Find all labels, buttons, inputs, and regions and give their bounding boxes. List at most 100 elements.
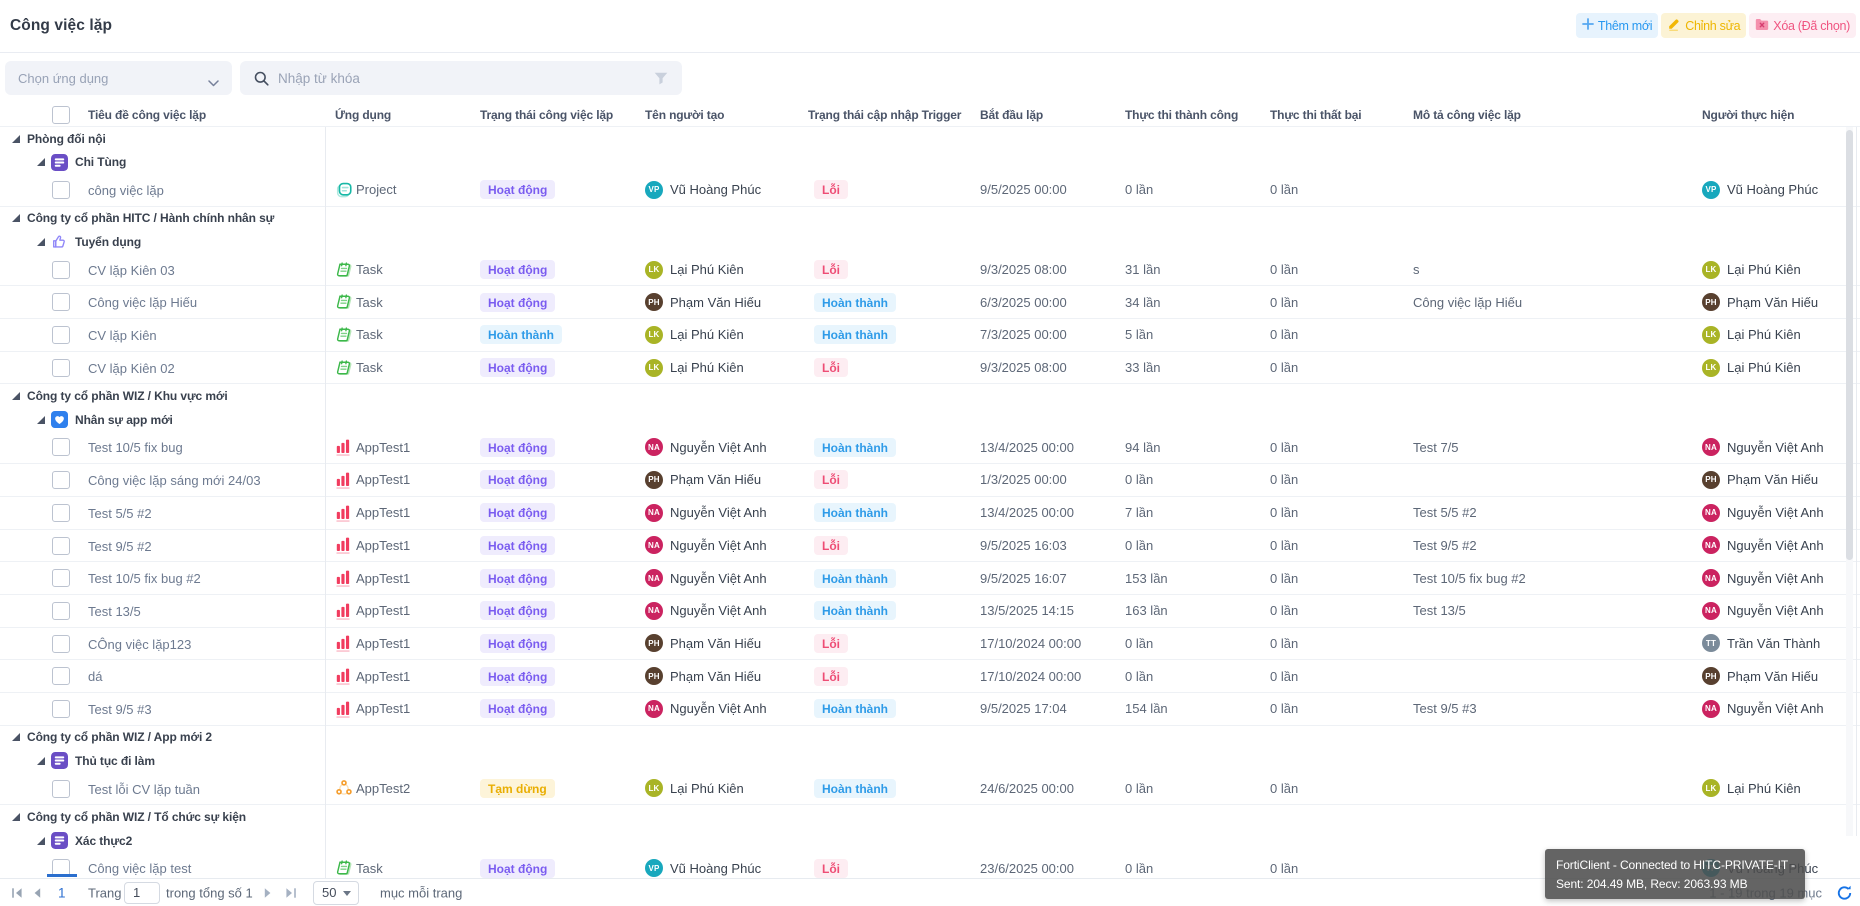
- creator-cell: LK Lại Phú Kiên: [635, 779, 798, 798]
- pager-next-page-icon[interactable]: [264, 887, 272, 898]
- subgroup-row[interactable]: Xác thực2: [0, 829, 1860, 853]
- subgroup-row[interactable]: Nhân sự app mới: [0, 408, 1860, 432]
- creator-cell: NA Nguyễn Việt Anh: [635, 536, 798, 555]
- expand-caret-icon[interactable]: [37, 756, 45, 765]
- row-checkbox[interactable]: [52, 667, 70, 686]
- expand-caret-icon[interactable]: [37, 415, 45, 424]
- expand-caret-icon[interactable]: [12, 134, 20, 143]
- group-row[interactable]: Phòng đối nội: [0, 127, 1860, 151]
- row-title-cell: CV lặp Kiên 03: [0, 254, 325, 286]
- expand-caret-icon[interactable]: [37, 237, 45, 246]
- avatar: NA: [645, 699, 663, 718]
- delete-selected-button[interactable]: Xóa (Đã chọn): [1749, 13, 1856, 38]
- search-box: [240, 61, 682, 95]
- edit-button[interactable]: Chỉnh sửa: [1661, 13, 1747, 38]
- thumbs-up-icon: [51, 233, 68, 250]
- group-row[interactable]: Công ty cổ phần WIZ / Tổ chức sự kiện: [0, 805, 1860, 829]
- row-checkbox[interactable]: [52, 293, 70, 312]
- search-input[interactable]: [278, 70, 654, 86]
- app-name: AppTest1: [356, 635, 411, 651]
- assignee-cell: PH Phạm Văn Hiếu: [1692, 470, 1860, 489]
- app-name: AppTest1: [356, 570, 411, 586]
- app-select-dropdown[interactable]: Chọn ứng dụng: [5, 61, 232, 95]
- page-size-select[interactable]: 50: [313, 880, 359, 905]
- row-checkbox[interactable]: [52, 536, 70, 555]
- app-name: Task: [356, 327, 383, 343]
- start-date-cell: 13/5/2025 14:15: [980, 603, 1074, 619]
- status-badge: Lỗi: [814, 470, 848, 490]
- creator-cell-name: Lại Phú Kiên: [670, 262, 744, 278]
- page-size-label: mục mỗi trang: [380, 885, 463, 900]
- app-cell: AppTest1: [325, 700, 470, 718]
- page-size-value: 50: [322, 885, 337, 900]
- status-badge: Hoạt động: [480, 260, 556, 280]
- creator-cell-name: Lại Phú Kiên: [670, 780, 744, 796]
- expand-caret-icon[interactable]: [12, 392, 20, 401]
- table-right-border: [1856, 127, 1857, 836]
- table-row: Test 9/5 #3 AppTest1 Hoạt động NA Nguyễn Việ…: [0, 693, 1860, 726]
- app-cell: AppTest1: [325, 569, 470, 587]
- expand-caret-icon[interactable]: [12, 733, 20, 742]
- status-cell: Tạm dừng: [470, 778, 635, 798]
- row-title: CÔng việc lặp123: [88, 636, 192, 652]
- filter-funnel-icon[interactable]: [654, 72, 668, 85]
- status-cell: Hoạt động: [470, 437, 635, 457]
- subgroup-row[interactable]: Tuyển dụng: [0, 230, 1860, 254]
- table-row: CV lặp Kiên 02 Task Hoạt động LK Lại Phú Kiê…: [0, 352, 1860, 385]
- avatar: LK: [1702, 779, 1720, 798]
- top-bar: Công việc lặp Thêm mới Chỉnh sửa Xóa (Đã…: [0, 0, 1860, 53]
- row-checkbox[interactable]: [52, 859, 70, 878]
- expand-caret-icon[interactable]: [37, 158, 45, 167]
- row-checkbox[interactable]: [52, 438, 70, 457]
- pager-current-page[interactable]: 1: [58, 885, 66, 900]
- row-title: dá: [88, 669, 103, 685]
- row-title-cell: Công việc lặp Hiếu: [0, 286, 325, 318]
- vertical-scrollbar-thumb[interactable]: [1846, 130, 1853, 560]
- row-checkbox[interactable]: [52, 358, 70, 377]
- expand-caret-icon[interactable]: [12, 214, 20, 223]
- fail-count-cell: 0 lần: [1270, 472, 1299, 488]
- pager-first-page-icon[interactable]: [11, 887, 23, 898]
- app-cell: AppTest2: [325, 779, 470, 797]
- row-title: Công việc lặp sáng mới 24/03: [88, 473, 261, 489]
- expand-caret-icon[interactable]: [37, 836, 45, 845]
- bar-chart-icon: [335, 602, 353, 620]
- row-checkbox[interactable]: [52, 601, 70, 620]
- subgroup-row[interactable]: Thủ tục đi làm: [0, 749, 1860, 773]
- row-checkbox[interactable]: [52, 634, 70, 653]
- row-checkbox[interactable]: [52, 181, 70, 199]
- row-checkbox[interactable]: [52, 779, 70, 798]
- status-badge: Lỗi: [814, 180, 848, 200]
- row-title-cell: Test 9/5 #3: [0, 693, 325, 725]
- app-name: AppTest2: [356, 780, 411, 796]
- assignee-cell-name: Lại Phú Kiên: [1727, 780, 1801, 796]
- row-title-cell: Công việc lặp test: [0, 852, 325, 878]
- row-checkbox[interactable]: [52, 503, 70, 522]
- add-new-button[interactable]: Thêm mới: [1575, 13, 1659, 38]
- bar-chart-icon: [335, 569, 353, 587]
- row-checkbox[interactable]: [52, 699, 70, 718]
- row-checkbox[interactable]: [52, 569, 70, 588]
- refresh-icon[interactable]: [1836, 884, 1853, 901]
- table-row: dá AppTest1 Hoạt động PH Phạm Văn Hiếu Lỗi 17/…: [0, 660, 1860, 693]
- pager-prev-page-icon[interactable]: [33, 887, 41, 898]
- group-row[interactable]: Công ty cổ phần HITC / Hành chính nhân s…: [0, 207, 1860, 231]
- row-checkbox[interactable]: [52, 260, 70, 279]
- status-badge: Hoạt động: [480, 666, 556, 686]
- group-row[interactable]: Công ty cổ phần WIZ / Khu vực mới: [0, 384, 1860, 408]
- group-row[interactable]: Công ty cổ phần WIZ / App mới 2: [0, 726, 1860, 750]
- row-checkbox[interactable]: [52, 471, 70, 490]
- app-name: Task: [356, 262, 383, 278]
- assignee-cell: NA Nguyễn Việt Anh: [1692, 569, 1860, 588]
- status-badge: Lỗi: [814, 633, 848, 653]
- select-all-checkbox[interactable]: [52, 106, 70, 124]
- row-title-cell: Công việc lặp sáng mới 24/03: [0, 464, 325, 496]
- subgroup-row[interactable]: Chi Tùng: [0, 151, 1860, 175]
- header-cell: Trạng thái cập nhập Trigger: [808, 108, 962, 122]
- pager-last-page-icon[interactable]: [285, 887, 297, 898]
- expand-caret-icon[interactable]: [12, 813, 20, 822]
- row-checkbox[interactable]: [52, 326, 70, 345]
- status-badge: Lỗi: [814, 535, 848, 555]
- fail-count-cell: 0 lần: [1270, 701, 1299, 717]
- pager-page-input[interactable]: [124, 881, 160, 904]
